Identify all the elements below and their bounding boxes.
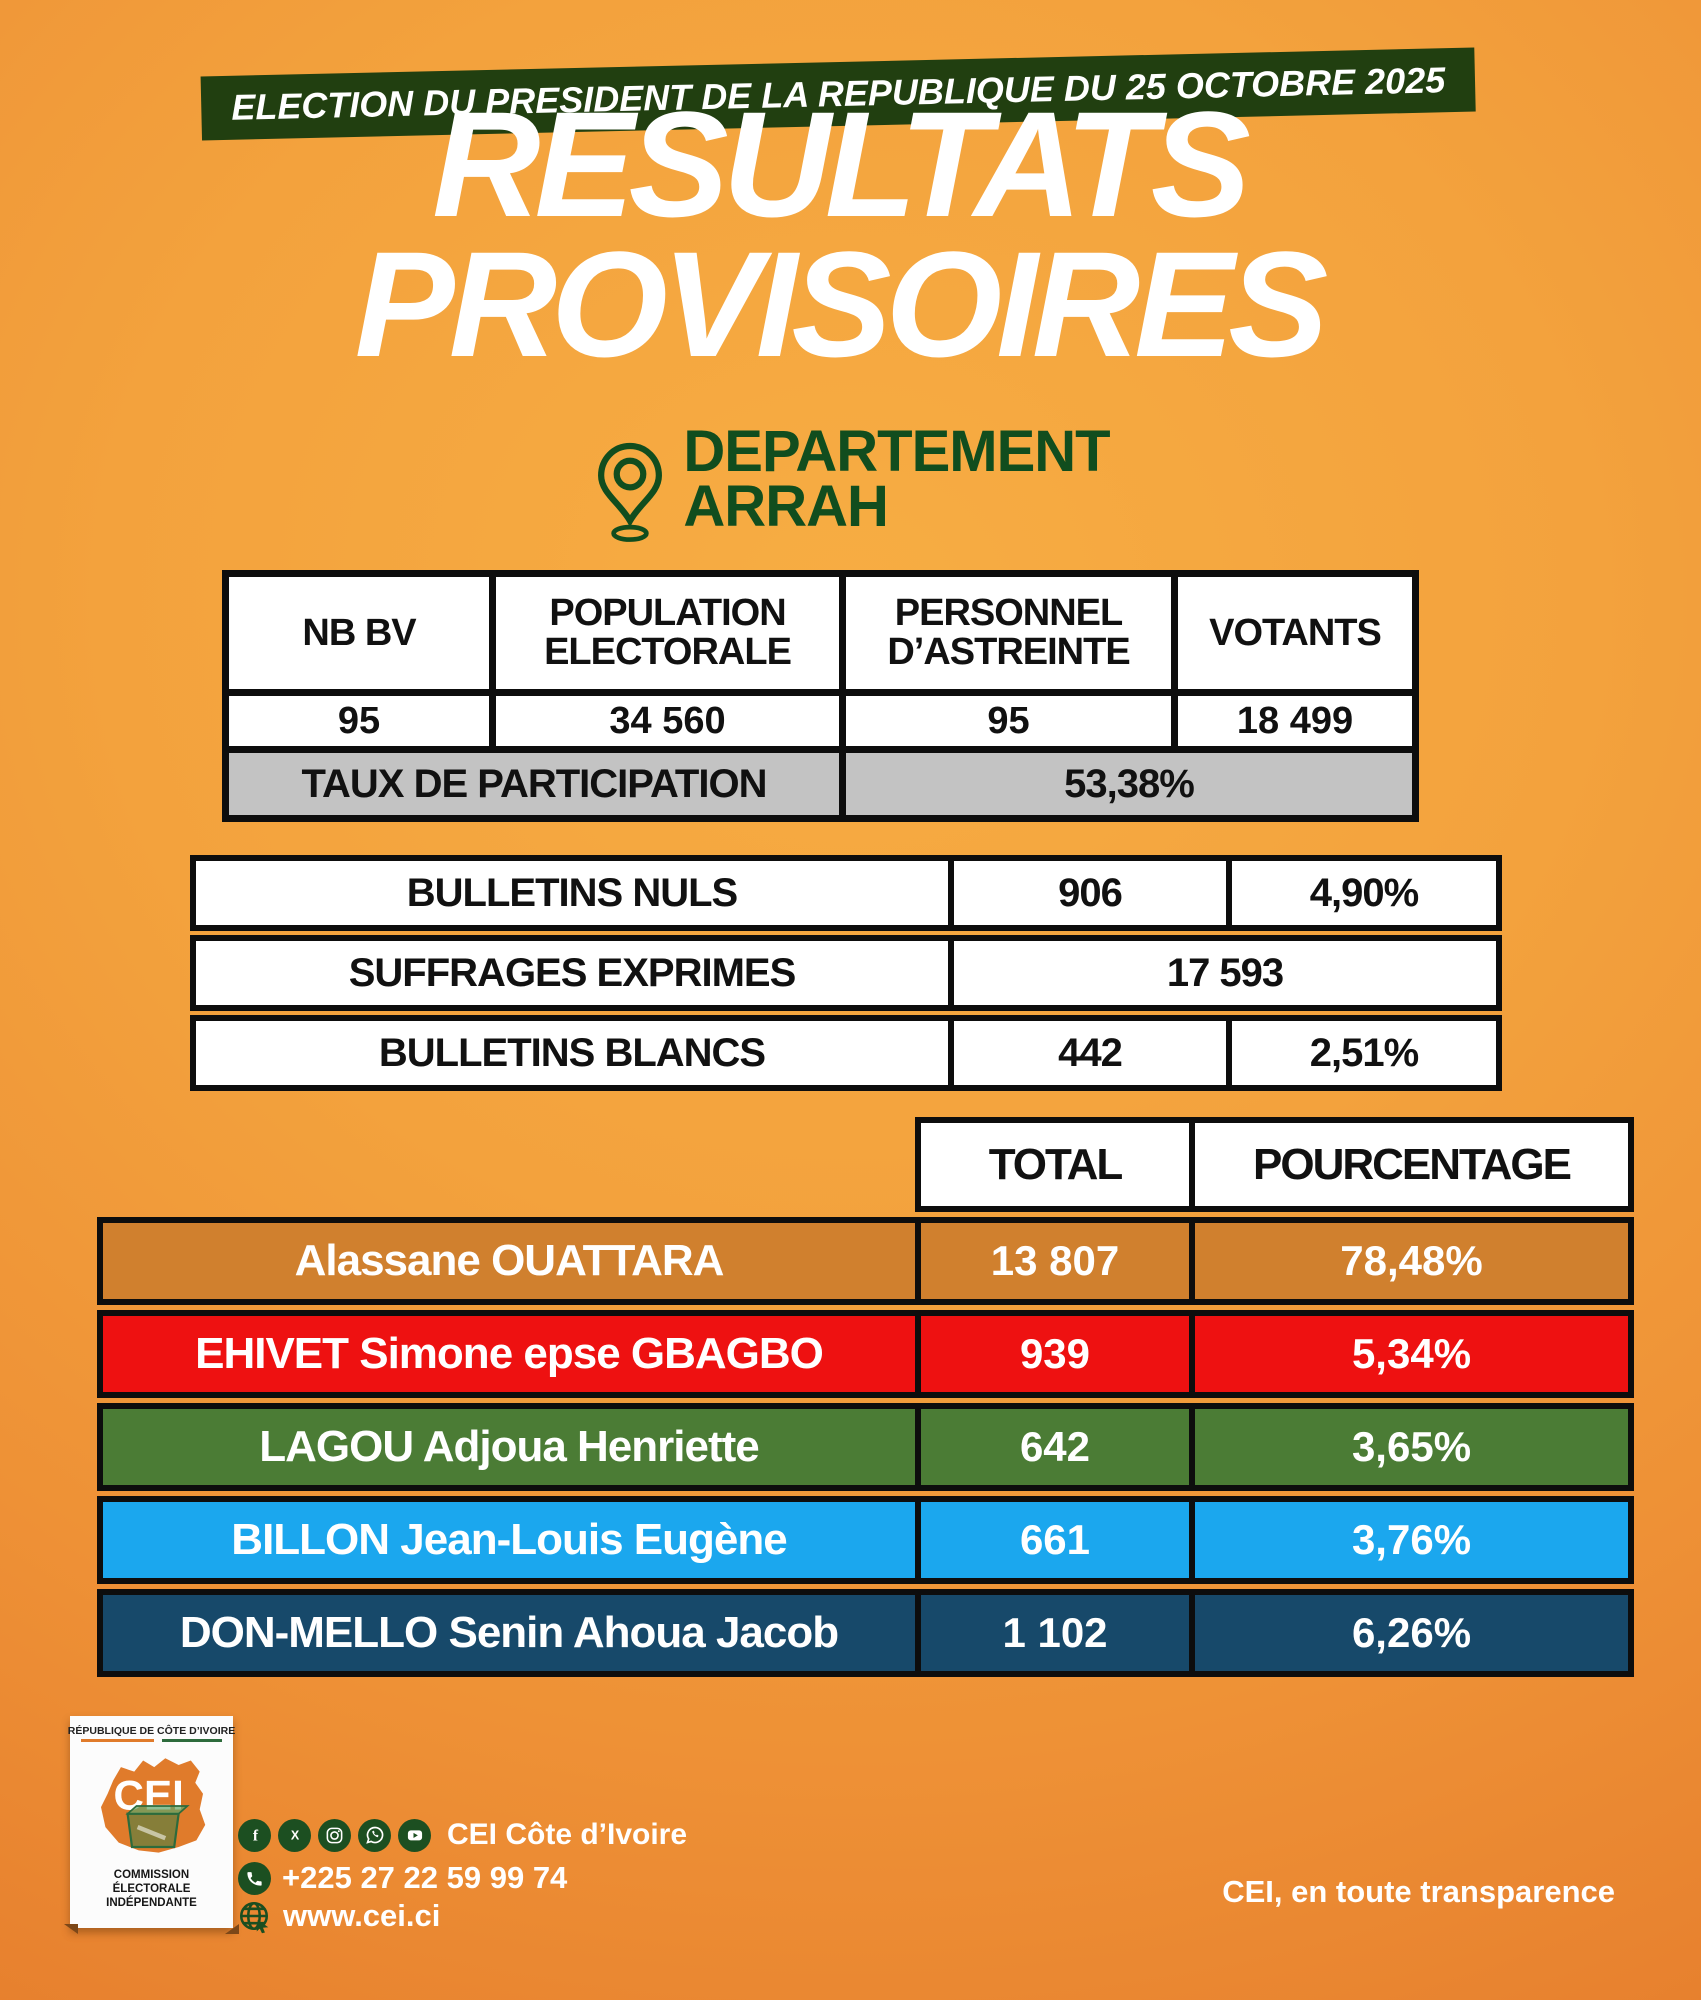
stats-value-population: 34 560: [496, 696, 839, 746]
stats-value-personnel: 95: [846, 696, 1171, 746]
slogan: CEI, en toute transparence: [1222, 1874, 1615, 1909]
logo-underline-green: [161, 1739, 222, 1742]
candidate-percent: 3,65%: [1195, 1409, 1628, 1485]
candidate-percent: 5,34%: [1195, 1316, 1628, 1392]
phone-contact: +225 27 22 59 99 74: [238, 1860, 567, 1896]
candidate-name: BILLON Jean-Louis Eugène: [103, 1502, 915, 1578]
candidate-total: 13 807: [921, 1223, 1189, 1299]
logo-org-name: COMMISSION ÉLECTORALE INDÉPENDANTE: [75, 1869, 228, 1910]
phone-icon: [238, 1861, 271, 1895]
whatsapp-icon[interactable]: [358, 1818, 391, 1852]
svg-text:f: f: [252, 1828, 258, 1845]
ballot-box-icon: [124, 1805, 190, 1849]
location-label: DEPARTEMENT: [683, 419, 1110, 484]
participation-value: 53,38%: [846, 753, 1412, 815]
social-handle: CEI Côte d’Ivoire: [447, 1818, 688, 1851]
website-contact: www.cei.ci: [236, 1898, 440, 1934]
cote-divoire-map: CEI: [100, 1758, 205, 1853]
logo-org-line-2: INDÉPENDANTE: [106, 1896, 197, 1909]
results-rows: Alassane OUATTARA 13 807 78,48% EHIVET S…: [97, 1217, 1634, 1682]
candidate-name: LAGOU Adjoua Henriette: [103, 1409, 915, 1485]
candidate-name: EHIVET Simone epse GBAGBO: [103, 1316, 915, 1392]
candidate-total: 1 102: [921, 1595, 1189, 1671]
cei-logo: RÉPUBLIQUE DE CÔTE D’IVOIRE CEI COMMISSI…: [64, 1716, 239, 1934]
table-row: SUFFRAGES EXPRIMES 17 593: [190, 935, 1502, 1011]
title-line-2: PROVISOIRES: [354, 219, 1329, 388]
logo-underline: [81, 1739, 222, 1742]
ballots-blancs-percent: 2,51%: [1232, 1021, 1496, 1085]
phone-number[interactable]: +225 27 22 59 99 74: [282, 1860, 568, 1895]
stats-header-votants: VOTANTS: [1178, 577, 1412, 689]
ballots-nuls-percent: 4,90%: [1232, 861, 1496, 925]
suffrages-value: 17 593: [954, 941, 1496, 1005]
facebook-icon[interactable]: f: [238, 1818, 271, 1852]
table-row: BULLETINS NULS 906 4,90%: [190, 855, 1502, 931]
location-block: DEPARTEMENT ARRAH: [0, 419, 1701, 556]
stats-value-votants: 18 499: [1178, 696, 1412, 746]
globe-icon: [236, 1898, 272, 1934]
ballots-blancs-label: BULLETINS BLANCS: [196, 1021, 948, 1085]
social-links: f X CEI Côte d’Ivoire: [238, 1818, 687, 1852]
stats-table: NB BV POPULATION ELECTORALE PERSONNEL D’…: [222, 570, 1419, 822]
ballots-nuls-value: 906: [954, 861, 1226, 925]
logo-org-line-1: COMMISSION ÉLECTORALE: [112, 1869, 191, 1895]
card-curl-right: [225, 1924, 239, 1934]
ballots-table: BULLETINS NULS 906 4,90% SUFFRAGES EXPRI…: [190, 855, 1502, 1095]
result-row-don-mello: DON-MELLO Senin Ahoua Jacob 1 102 6,26%: [97, 1589, 1634, 1677]
x-icon[interactable]: X: [278, 1818, 311, 1852]
website-url[interactable]: www.cei.ci: [283, 1898, 441, 1933]
stats-header-personnel: PERSONNEL D’ASTREINTE: [846, 577, 1171, 689]
svg-text:X: X: [290, 1829, 299, 1843]
stats-value-nb-bv: 95: [229, 696, 489, 746]
candidate-percent: 78,48%: [1195, 1223, 1628, 1299]
candidate-name: DON-MELLO Senin Ahoua Jacob: [103, 1595, 915, 1671]
table-row: BULLETINS BLANCS 442 2,51%: [190, 1015, 1502, 1091]
candidate-percent: 6,26%: [1195, 1595, 1628, 1671]
candidate-total: 939: [921, 1316, 1189, 1392]
participation-label: TAUX DE PARTICIPATION: [229, 753, 839, 815]
results-header-percent: POURCENTAGE: [1195, 1123, 1628, 1206]
ballots-nuls-label: BULLETINS NULS: [196, 861, 948, 925]
candidate-name: Alassane OUATTARA: [103, 1223, 915, 1299]
card-curl-left: [64, 1924, 78, 1934]
title-line-1: RESULTATS: [432, 80, 1251, 248]
logo-underline-orange: [81, 1739, 154, 1742]
result-row-ouattara: Alassane OUATTARA 13 807 78,48%: [97, 1217, 1634, 1305]
location-name: ARRAH: [683, 474, 888, 540]
candidate-total: 642: [921, 1409, 1189, 1485]
stats-header-nb-bv: NB BV: [229, 577, 489, 689]
ballots-blancs-value: 442: [954, 1021, 1226, 1085]
location-text: DEPARTEMENT ARRAH: [683, 419, 1110, 540]
instagram-icon[interactable]: [318, 1818, 351, 1852]
results-header: TOTAL POURCENTAGE: [915, 1117, 1634, 1212]
result-row-lagou: LAGOU Adjoua Henriette 642 3,65%: [97, 1403, 1634, 1491]
page-title: RESULTATS PROVISOIRES: [0, 80, 1689, 388]
results-header-total: TOTAL: [921, 1123, 1189, 1206]
location-pin-icon: [598, 442, 663, 542]
stats-header-population: POPULATION ELECTORALE: [496, 577, 839, 689]
youtube-icon[interactable]: [398, 1818, 431, 1852]
candidate-total: 661: [921, 1502, 1189, 1578]
suffrages-label: SUFFRAGES EXPRIMES: [196, 941, 948, 1005]
logo-country-label: RÉPUBLIQUE DE CÔTE D’IVOIRE: [67, 1725, 236, 1737]
candidate-percent: 3,76%: [1195, 1502, 1628, 1578]
result-row-billon: BILLON Jean-Louis Eugène 661 3,76%: [97, 1496, 1634, 1584]
result-row-ehivet: EHIVET Simone epse GBAGBO 939 5,34%: [97, 1310, 1634, 1398]
